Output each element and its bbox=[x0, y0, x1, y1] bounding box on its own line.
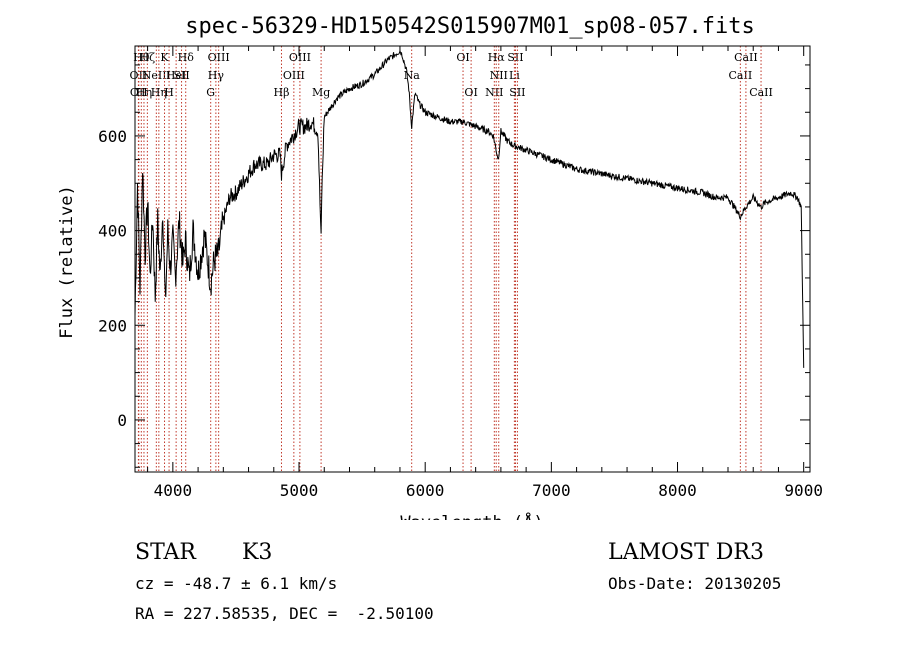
x-tick-label: 6000 bbox=[406, 481, 445, 500]
x-axis-label: Wavelength (Å) bbox=[400, 511, 543, 520]
plot-axes: 4000 5000 6000 7000 8000 9000 0 200 400 600 bbox=[98, 45, 823, 500]
line-label-23: Hα bbox=[488, 51, 506, 64]
line-label-8: H bbox=[164, 86, 174, 99]
line-label-6: Hη bbox=[151, 86, 167, 99]
object-class: STAR bbox=[135, 540, 196, 565]
line-label-13: Hγ bbox=[208, 69, 225, 82]
line-label-3: Hη bbox=[136, 86, 152, 99]
line-label-24: NII bbox=[490, 69, 508, 82]
line-label-26: SII bbox=[507, 51, 523, 64]
line-label-27: SII bbox=[509, 86, 525, 99]
line-label-14: OIII bbox=[208, 51, 230, 64]
line-label-17: OIII bbox=[289, 51, 311, 64]
line-label-15: Hβ bbox=[274, 86, 290, 99]
x-tick-label: 8000 bbox=[658, 481, 697, 500]
line-label-12: G bbox=[206, 86, 215, 99]
line-label-16: OIII bbox=[283, 69, 305, 82]
x-tick-label: 5000 bbox=[280, 481, 319, 500]
object-subclass: K3 bbox=[242, 540, 273, 565]
line-label-28: CaII bbox=[729, 69, 753, 82]
line-label-25: Li bbox=[509, 69, 520, 82]
line-label-20: OI bbox=[456, 51, 469, 64]
plot-frame bbox=[134, 45, 811, 473]
spectrum-series bbox=[134, 48, 805, 368]
redshift-velocity: cz = -48.7 ± 6.1 km/s bbox=[135, 574, 338, 593]
y-axis-label: Flux (relative) bbox=[57, 185, 77, 339]
line-label-30: CaII bbox=[749, 86, 773, 99]
survey-name: LAMOST DR3 bbox=[608, 540, 764, 565]
x-tick-label: 9000 bbox=[784, 481, 823, 500]
line-label-10: SII bbox=[173, 69, 189, 82]
line-label-29: CaII bbox=[734, 51, 758, 64]
observation-date: Obs-Date: 20130205 bbox=[608, 574, 782, 593]
x-tick-label: 4000 bbox=[154, 481, 193, 500]
y-tick-label: 600 bbox=[98, 127, 127, 146]
line-label-11: Hδ bbox=[178, 51, 195, 64]
line-label-21: OI bbox=[464, 86, 477, 99]
spectrum-line bbox=[134, 48, 805, 368]
spectral-line-markers: OIIOIIHθHηHζNeIIIHηKHHeISIIHδGHγOIIIHβOI… bbox=[130, 46, 773, 472]
y-tick-label: 400 bbox=[98, 222, 127, 241]
x-tick-label: 7000 bbox=[532, 481, 571, 500]
line-label-7: K bbox=[160, 51, 169, 64]
line-label-1: OII bbox=[130, 86, 148, 99]
line-label-19: Na bbox=[404, 69, 421, 82]
line-label-4: Hζ bbox=[140, 51, 156, 64]
y-tick-label: 0 bbox=[117, 411, 127, 430]
spectrum-chart: spec-56329-HD150542S015907M01_sp08-057.f… bbox=[57, 14, 823, 520]
line-label-5: NeIII bbox=[142, 69, 171, 82]
chart-title: spec-56329-HD150542S015907M01_sp08-057.f… bbox=[185, 14, 755, 39]
line-label-18: Mg bbox=[312, 86, 330, 99]
line-label-22: NII bbox=[485, 86, 503, 99]
line-label-2: Hθ bbox=[133, 51, 150, 64]
coordinates: RA = 227.58535, DEC = -2.50100 bbox=[135, 604, 434, 623]
y-tick-label: 200 bbox=[98, 316, 127, 335]
